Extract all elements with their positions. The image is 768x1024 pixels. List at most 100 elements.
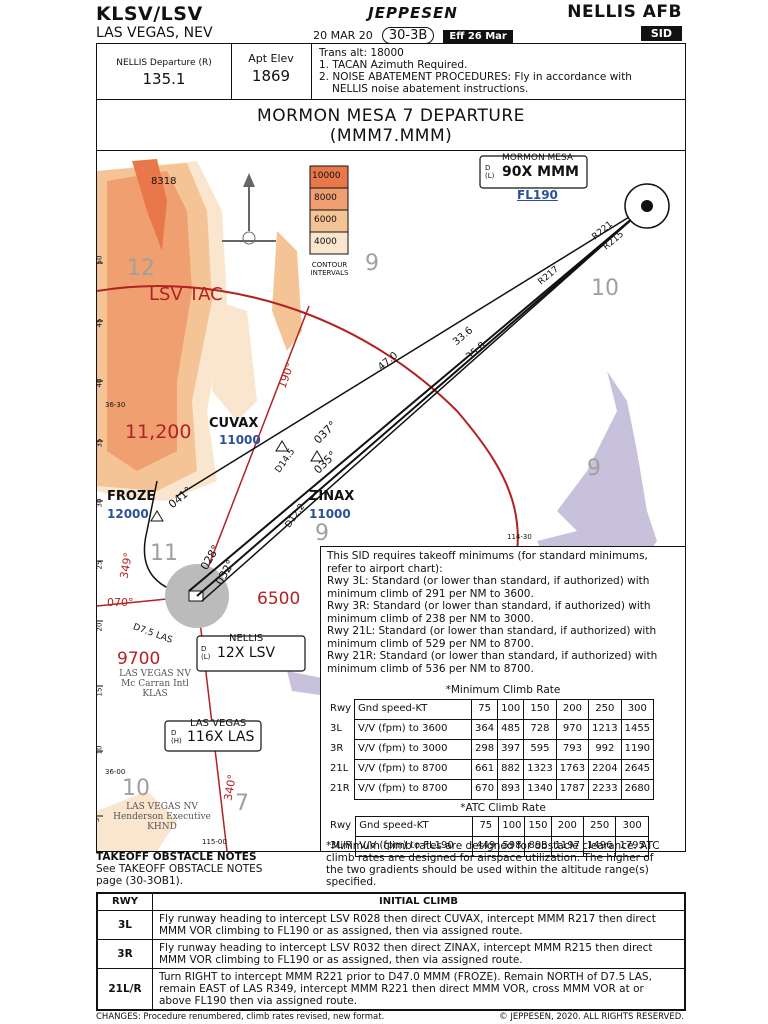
lon-mark: 115-00 (202, 838, 227, 846)
mormon-mesa-name: MORMON MESA (502, 153, 574, 163)
header-right: NELLIS AFB SID (567, 2, 682, 41)
obstacle-notes-heading: TAKEOFF OBSTACLE NOTES (96, 851, 257, 863)
las-vegas-name: LAS VEGAS (190, 718, 247, 729)
nellis-freq[interactable]: 12X LSV (217, 645, 276, 661)
terrain-8000 (107, 171, 192, 471)
lat-mark: 30 (96, 498, 104, 508)
note-line: 2. NOISE ABATEMENT PROCEDURES: Fly in ac… (319, 71, 632, 83)
dme-indicator: D (H) (171, 729, 182, 745)
mormon-mesa-freq[interactable]: 90X MMM (502, 164, 579, 180)
table-row: 21L V/V (fpm) to 8700 661 882 1323 1763 22… (327, 758, 655, 780)
climb-cell: Fly runway heading to intercept LSV R028… (152, 910, 685, 940)
lat-mark: 36-30 (105, 401, 126, 409)
grid-mora: 11,200 (125, 421, 192, 443)
table-header: RWY INITIAL CLIMB (97, 893, 685, 911)
lat-mark: 40 (96, 378, 104, 388)
grid-mora: 10 (591, 276, 619, 301)
grid-mora: 9 (587, 456, 601, 481)
table-row: 3R V/V (fpm) to 3000 298 397 595 793 992 11… (327, 738, 655, 760)
dme-indicator: D (L) (201, 645, 211, 661)
mormon-mesa-alt: FL190 (517, 188, 558, 202)
fix-cuvax[interactable]: CUVAX (209, 416, 259, 431)
min-climb-table: Rwy Gnd speed-KT 75 100 150 200 250 300 … (327, 698, 655, 800)
lon-mark: 114-30 (507, 533, 532, 541)
airport-name: NELLIS AFB (567, 2, 682, 22)
col-climb: INITIAL CLIMB (152, 893, 685, 911)
terrain-10000 (132, 159, 167, 251)
table-header: Rwy Gnd speed-KT 75 100 150 200 250 300 (327, 698, 655, 720)
table-row: 3L V/V (fpm) to 3600 364 485 728 970 1213 1… (327, 718, 655, 740)
header-left: KLSV/LSV LAS VEGAS, NEV (96, 4, 213, 42)
lat-mark: 36-00 (105, 768, 126, 776)
procedure-title: MORMON MESA 7 DEPARTURE (MMM7.MMM) (96, 99, 686, 151)
table-row: 3L Fly runway heading to intercept LSV R… (97, 910, 685, 940)
info-band: NELLIS Departure (R) 135.1 Apt Elev 1869… (96, 43, 686, 100)
fix-froze-alt: 12000 (107, 507, 149, 521)
rwy-cell: 3R (97, 939, 153, 969)
lat-mark: 50 (96, 255, 104, 265)
lat-mark: 20 (96, 622, 104, 632)
airport-elevation: Apt Elev 1869 (231, 44, 312, 99)
las-vegas-freq[interactable]: 116X LAS (187, 729, 255, 745)
fix-froze[interactable]: FROZE (107, 489, 156, 504)
contour-10000: 10000 (312, 171, 341, 181)
rwy-cell: 21L/R (97, 968, 153, 1010)
msa-altitude: 6500 (257, 589, 301, 609)
contour-6000: 6000 (314, 215, 337, 225)
effective-date: Eff 26 Mar (443, 30, 513, 43)
fix-cuvax-alt: 11000 (219, 433, 261, 447)
header-center: JEPPESEN 20 MAR 20 30-3B Eff 26 Mar (298, 4, 528, 44)
page-number: 30-3B (381, 27, 435, 44)
lat-mark: 15 (96, 687, 104, 697)
elevation-value: 1869 (251, 67, 291, 85)
changes-note: CHANGES: Procedure renumbered, climb rat… (96, 1012, 385, 1022)
table-row: 3R Fly runway heading to intercept LSV R… (97, 939, 685, 969)
chart-type-badge: SID (640, 26, 682, 41)
climb-cell: Turn RIGHT to intercept MMM R221 prior t… (152, 968, 685, 1010)
procedure-code: (MMM7.MMM) (329, 126, 453, 146)
table-row: 21R V/V (fpm) to 8700 670 893 1340 1787 22… (327, 778, 655, 800)
obstacle-notes: TAKEOFF OBSTACLE NOTES See TAKEOFF OBSTA… (96, 851, 321, 887)
msa-altitude: 9700 (117, 649, 161, 669)
elevation-label: Apt Elev (248, 52, 294, 65)
requirements-text: This SID requires takeoff minimums (for … (327, 550, 658, 675)
jeppesen-logo: JEPPESEN (368, 4, 458, 22)
klas-label: LAS VEGAS NV Mc Carran Intl KLAS (119, 669, 191, 699)
contour-8000: 8000 (314, 193, 337, 203)
atc-climb-title: *ATC Climb Rate (460, 801, 546, 814)
col-rwy: RWY (97, 893, 153, 911)
grid-mora: 11 (150, 541, 178, 566)
copyright: © JEPPESEN, 2020. ALL RIGHTS RESERVED. (499, 1012, 684, 1022)
contour-4000: 4000 (314, 237, 337, 247)
spot-elevation: 8318 (151, 176, 177, 187)
climb-cell: Fly runway heading to intercept LSV R032… (152, 939, 685, 969)
note-line: Trans alt: 18000 (319, 47, 404, 59)
fix-zinax-alt: 11000 (309, 507, 351, 521)
note-line: 1. TACAN Azimuth Required. (319, 59, 468, 71)
grid-mora: 9 (365, 251, 379, 276)
radial-label: 070° (107, 596, 134, 609)
frequency-label: NELLIS Departure (R) (116, 58, 212, 68)
lat-mark: 45 (96, 318, 104, 328)
terrain-ridge (272, 231, 302, 351)
table-header: Rwy Gnd speed-KT 75 100 150 200 250 300 (327, 816, 649, 837)
grid-mora: 9 (315, 521, 329, 546)
fix-zinax[interactable]: ZINAX (309, 489, 355, 504)
table-row: 21L/R Turn RIGHT to intercept MMM R221 p… (97, 968, 685, 1010)
grid-mora: 10 (122, 776, 150, 801)
chart-notes: Trans alt: 18000 1. TACAN Azimuth Requir… (319, 47, 632, 95)
lat-mark: 35 (96, 438, 104, 448)
atc-climb-table: Rwy Gnd speed-KT 75 100 150 200 250 300 … (327, 816, 649, 857)
chart-date: 20 MAR 20 (313, 29, 373, 42)
lat-mark: 25 (96, 560, 104, 570)
initial-climb-table: RWY INITIAL CLIMB 3L Fly runway heading … (96, 892, 686, 1011)
lat-mark: 5 (97, 818, 101, 822)
dme-indicator: D (L) (485, 164, 495, 180)
airport-city: LAS VEGAS, NEV (96, 25, 213, 41)
obstacle-notes-line: page (30-3OB1). (96, 875, 184, 887)
khnd-label: LAS VEGAS NV Henderson Executive KHND (113, 802, 211, 832)
terrain-ridge (212, 301, 257, 421)
contour-caption: CONTOUR INTERVALS (310, 261, 349, 277)
grid-mora: 7 (235, 791, 249, 816)
climb-rate-footnote: *Minimum climb rates are designed for ob… (326, 840, 660, 888)
